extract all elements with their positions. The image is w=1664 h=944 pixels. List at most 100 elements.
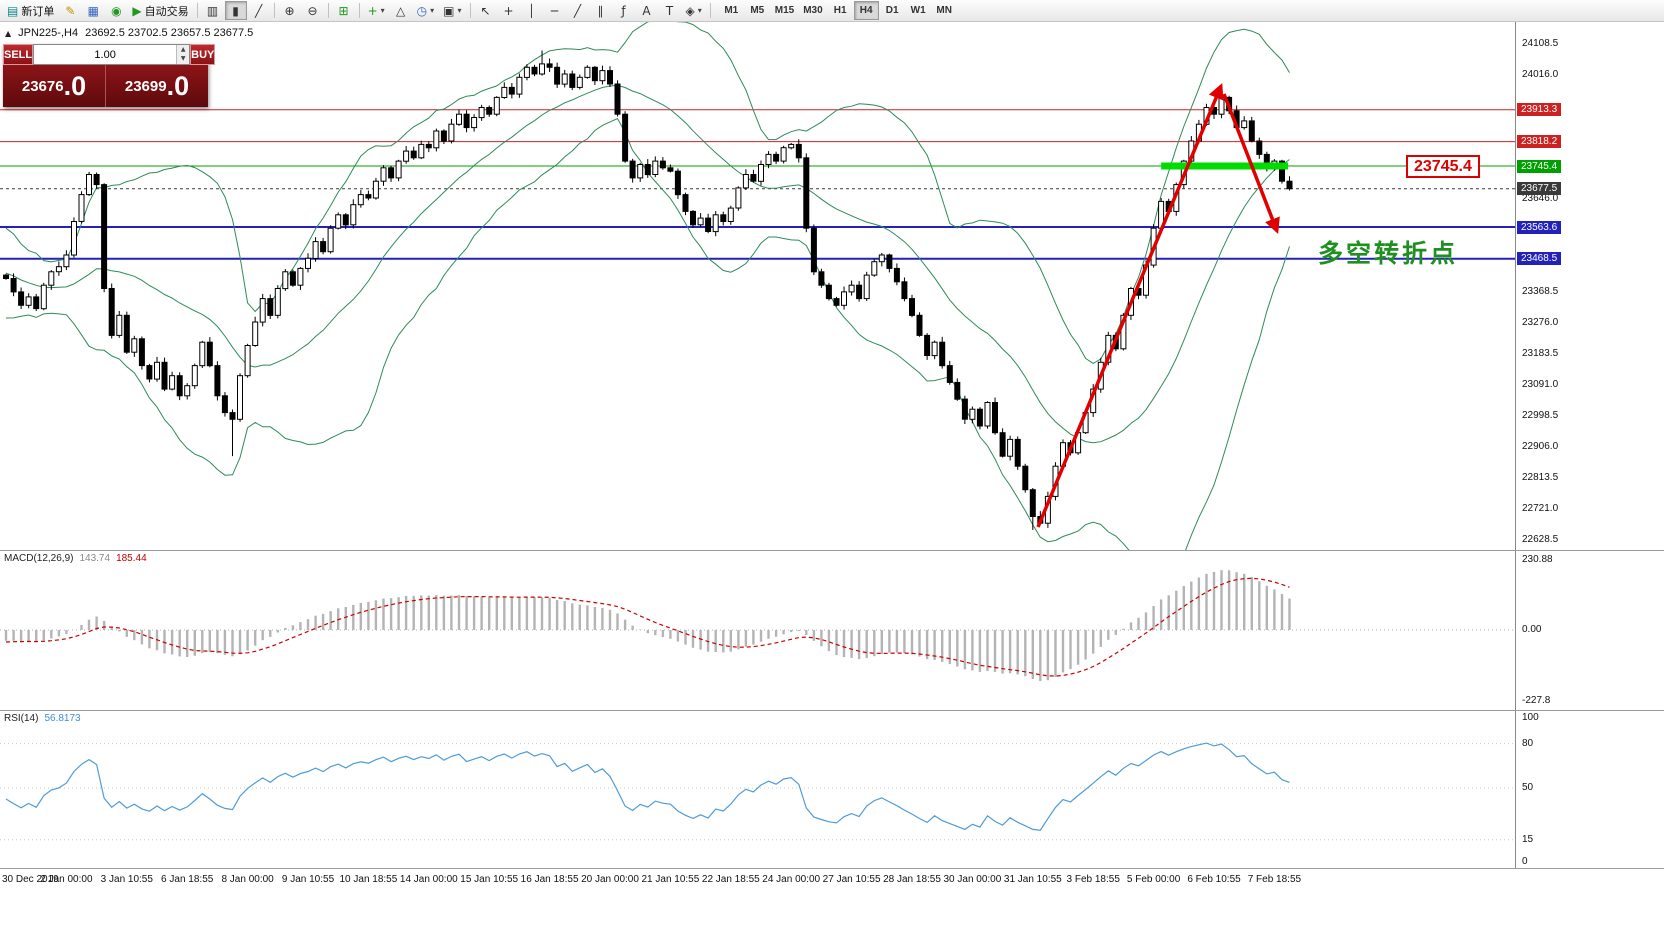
timeframe-button-h1[interactable]: H1	[828, 1, 853, 20]
zoom-in-button[interactable]: ⊕	[279, 1, 301, 20]
sell-button[interactable]: SELL	[3, 44, 34, 65]
macd-signal-line	[5, 577, 1290, 677]
volume-decrease-icon[interactable]: ▼	[177, 54, 190, 64]
vertical-line-button[interactable]: │	[521, 1, 543, 20]
time-axis-label: 10 Jan 18:55	[339, 874, 398, 885]
timeframe-button-d1[interactable]: D1	[880, 1, 905, 20]
line-chart-button[interactable]: ╱	[248, 1, 270, 20]
timeframe-button-m1[interactable]: M1	[719, 1, 744, 20]
time-axis-label: 30 Dec 2019	[2, 874, 59, 885]
volume-increase-icon[interactable]: ▲	[177, 45, 190, 55]
volume-input[interactable]	[34, 45, 177, 64]
time-axis-label: 2 Jan 00:00	[40, 874, 93, 885]
crosshair-icon: +	[503, 3, 514, 18]
time-axis-label: 3 Feb 18:55	[1066, 874, 1120, 885]
horizontal-levels[interactable]	[0, 109, 1515, 260]
volume-box: ▲ ▼	[33, 44, 191, 65]
candlestick-chart-button[interactable]: ▮	[224, 1, 247, 20]
rsi-scale-label: 50	[1522, 782, 1534, 793]
panel-separator[interactable]	[0, 550, 1664, 551]
rsi-panel[interactable]	[0, 711, 1515, 867]
indicators-button[interactable]: + ▾	[364, 1, 389, 20]
crosshair-button[interactable]: +	[498, 1, 520, 20]
market-watch-icon: ▦	[87, 3, 100, 18]
time-axis-label: 6 Feb 10:55	[1187, 874, 1241, 885]
horizontal-line-button[interactable]: ─	[544, 1, 566, 20]
market-watch-button[interactable]: ▦	[82, 1, 104, 20]
autotrading-label: 自动交易	[144, 5, 189, 18]
one-click-toggle-icon[interactable]: ▲	[5, 28, 12, 38]
panel-separator[interactable]	[0, 710, 1664, 711]
rsi-scale-label: 0	[1522, 856, 1528, 867]
shapes-button[interactable]: ◈ ▾	[682, 1, 706, 20]
zoom-out-icon: ⊖	[307, 3, 318, 18]
buy-button[interactable]: BUY	[190, 44, 216, 65]
trendline-button[interactable]: ╱	[567, 1, 589, 20]
price-scale-label: 22721.0	[1522, 503, 1559, 515]
tile-windows-button[interactable]: ⊞	[333, 1, 355, 20]
price-scale-label: 22998.5	[1522, 410, 1559, 422]
timeframe-button-w1[interactable]: W1	[906, 1, 931, 20]
time-axis-label: 6 Jan 18:55	[161, 874, 214, 885]
new-order-button[interactable]: ▤ 新订单	[3, 1, 58, 20]
macd-label: MACD(12,26,9) 143.74 185.44	[4, 553, 147, 564]
rsi-scale-label: 100	[1522, 712, 1539, 723]
symbol-label: JPN225-,H4	[18, 27, 79, 39]
price-level-chip: 23818.2	[1517, 135, 1562, 149]
price-level-chip: 23677.5	[1517, 182, 1562, 196]
periods-button[interactable]: ◷ ▾	[413, 1, 439, 20]
time-axis[interactable]: 30 Dec 2019 2 Jan 00:00 3 Jan 10:55 6 Jan 1…	[0, 871, 1515, 889]
indicators-icon: +	[367, 3, 378, 18]
price-scale-label: 23183.5	[1522, 348, 1559, 360]
metaeditor-button[interactable]: ✎	[59, 1, 81, 20]
timeframe-button-m5[interactable]: M5	[745, 1, 770, 20]
time-axis-label: 7 Feb 18:55	[1247, 874, 1302, 885]
price-scale-label: 22628.5	[1522, 534, 1559, 546]
timeframe-button-m30[interactable]: M30	[799, 1, 826, 20]
bar-chart-button[interactable]: ▥	[202, 1, 224, 20]
fibonacci-button[interactable]: ƒ	[613, 1, 635, 20]
rsi-scale-label: 15	[1522, 833, 1534, 845]
templates-button[interactable]: ▣ ▾	[439, 1, 465, 20]
price-level-chip: 23563.6	[1517, 220, 1562, 234]
text-icon: A	[642, 3, 651, 18]
time-axis-label: 9 Jan 10:55	[281, 874, 335, 885]
community-button[interactable]: ◉	[105, 1, 127, 20]
time-axis-label: 8 Jan 00:00	[221, 874, 274, 885]
time-axis-label: 24 Jan 00:00	[762, 874, 821, 885]
cursor-button[interactable]: ↖	[475, 1, 497, 20]
zoom-out-button[interactable]: ⊖	[302, 1, 324, 20]
main-chart[interactable]	[0, 22, 1515, 550]
price-annotation-label: 23745.4	[1406, 155, 1480, 178]
price-level-chip: 23745.4	[1517, 159, 1562, 173]
autotrading-button[interactable]: ▶ 自动交易	[128, 1, 192, 20]
buy-price[interactable]: 23699 .0	[106, 65, 208, 107]
sell-price[interactable]: 23676 .0	[3, 65, 105, 107]
time-axis-label: 30 Jan 00:00	[943, 874, 1002, 885]
zoom-in-icon: ⊕	[284, 3, 295, 18]
channel-button[interactable]: ∥	[590, 1, 612, 20]
text-label-button[interactable]: T	[659, 1, 681, 20]
rsi-name: RSI(14)	[4, 713, 39, 724]
sell-price-main: 23676	[21, 77, 64, 95]
price-scale-label: 24108.5	[1522, 38, 1559, 50]
time-axis-label: 14 Jan 00:00	[399, 874, 458, 885]
turning-point-annotation: 多空转折点	[1318, 240, 1459, 268]
price-axis[interactable]: 24108.5 24016.0 23646.0 23368.5 23276.0 23183…	[1515, 22, 1664, 868]
rsi-value: 56.8173	[44, 713, 81, 724]
price-divider	[105, 65, 106, 107]
community-icon: ◉	[111, 3, 122, 18]
timeframe-button-m15[interactable]: M15	[771, 1, 798, 20]
timeframe-button-mn[interactable]: MN	[932, 1, 957, 20]
timeframe-button-h4[interactable]: H4	[853, 1, 879, 20]
metaeditor-icon: ✎	[65, 3, 76, 18]
tile-windows-icon: ⊞	[338, 3, 349, 18]
macd-panel[interactable]	[0, 551, 1515, 709]
trend-arrows[interactable]	[1036, 83, 1280, 528]
time-axis-label: 16 Jan 18:55	[520, 874, 579, 885]
chevron-down-icon: ▾	[430, 6, 435, 15]
price-scale-label: 24016.0	[1522, 69, 1559, 81]
text-button[interactable]: A	[636, 1, 658, 20]
objects-button[interactable]: △	[390, 1, 412, 20]
